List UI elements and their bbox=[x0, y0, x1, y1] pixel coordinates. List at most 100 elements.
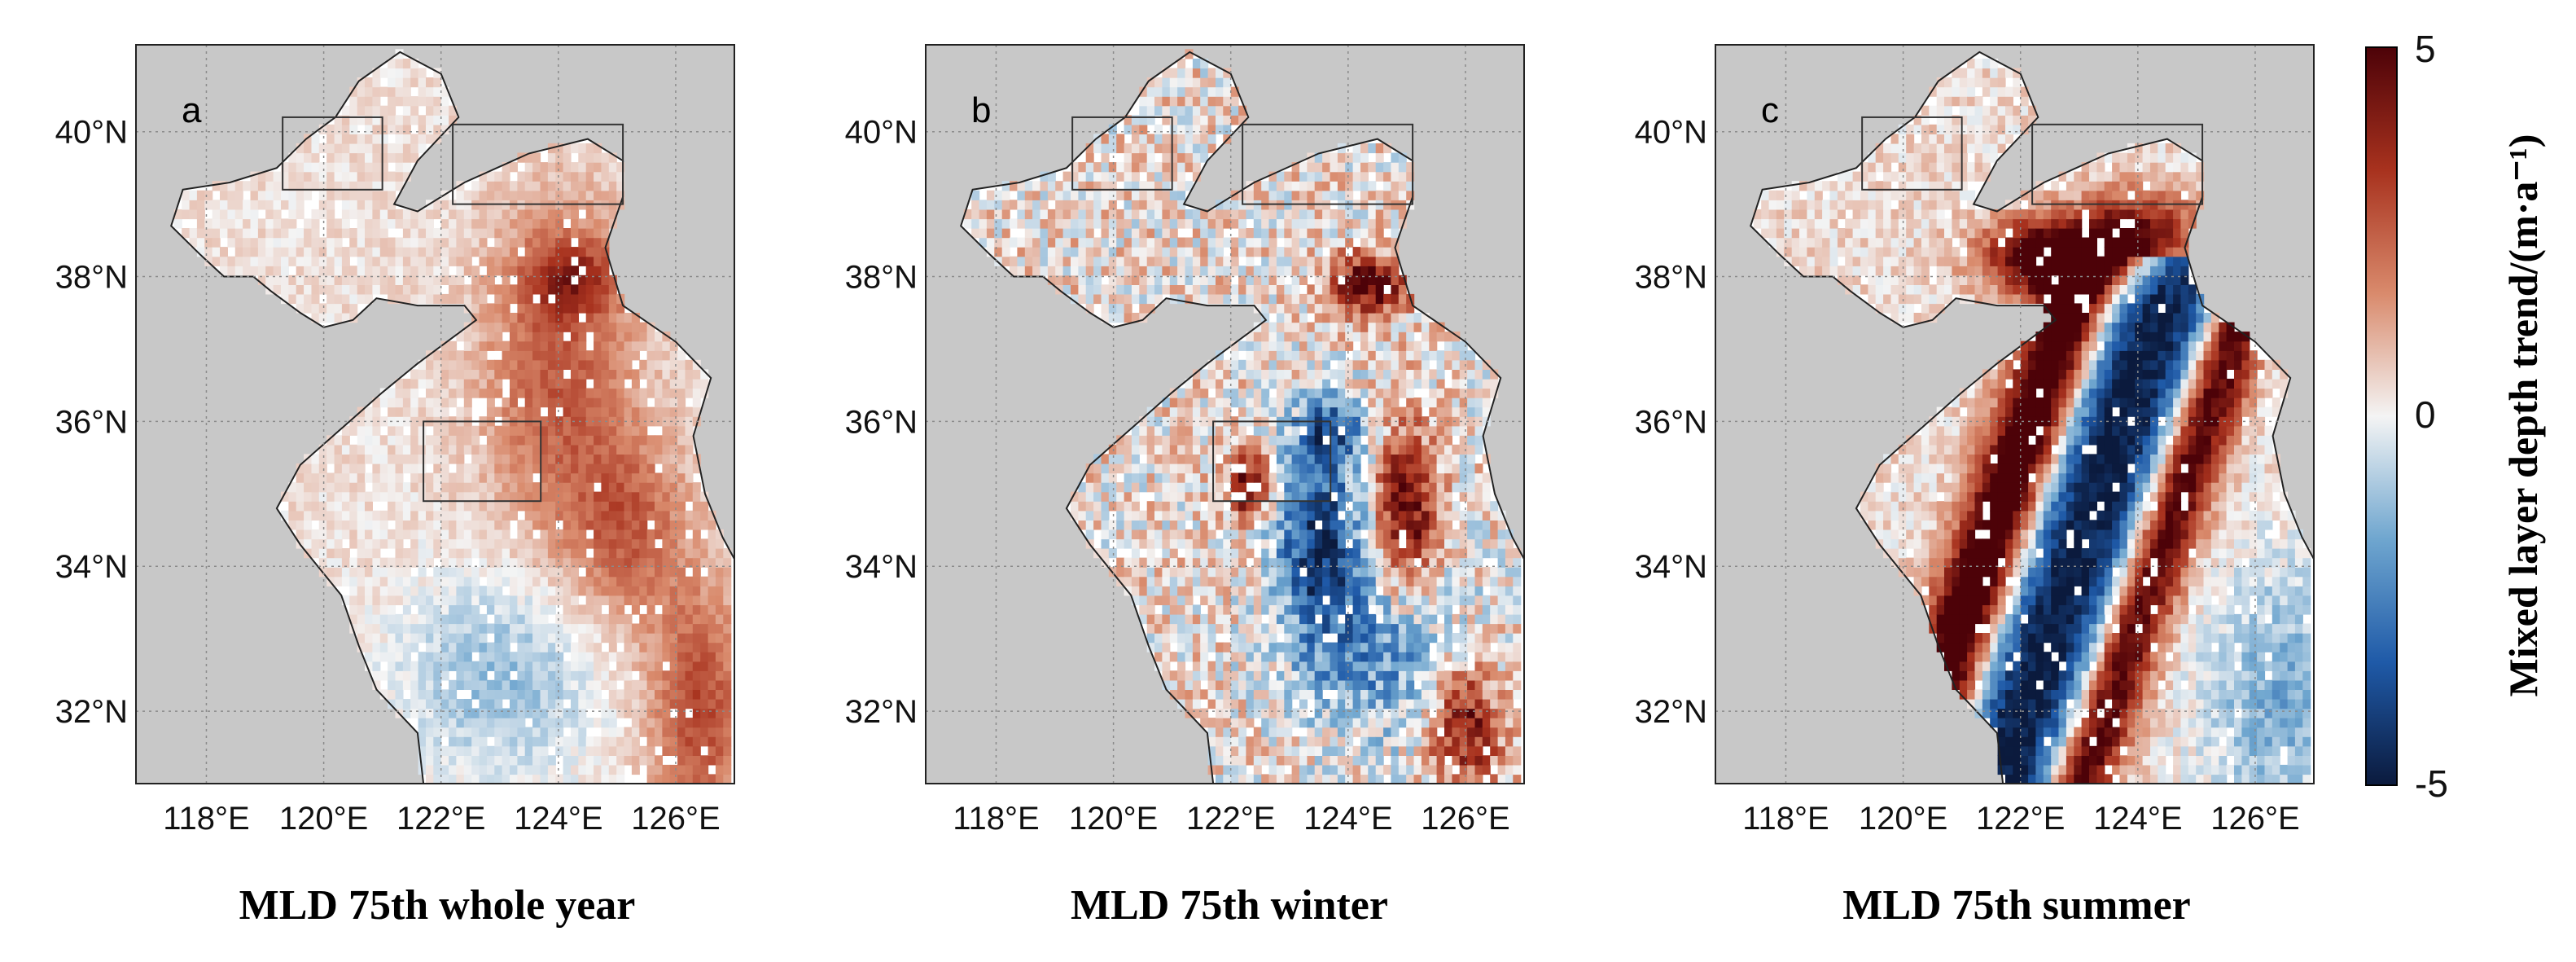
trend-cell bbox=[1124, 190, 1132, 200]
trend-cell bbox=[1299, 322, 1308, 332]
trend-cell bbox=[471, 642, 480, 652]
trend-cell bbox=[372, 134, 381, 144]
trend-cell bbox=[1299, 548, 1308, 559]
trend-cell bbox=[594, 237, 602, 248]
trend-cell bbox=[524, 190, 533, 200]
trend-cell bbox=[594, 228, 602, 239]
trend-cell bbox=[1299, 332, 1308, 342]
trend-cell bbox=[1276, 454, 1285, 464]
trend-cell bbox=[471, 567, 480, 578]
trend-cell bbox=[563, 152, 572, 163]
trend-cell bbox=[1284, 613, 1293, 625]
trend-cell bbox=[585, 247, 594, 257]
trend-cell bbox=[402, 284, 411, 295]
trend-cell bbox=[532, 708, 541, 718]
trend-cell bbox=[547, 340, 556, 351]
trend-cell bbox=[365, 652, 373, 662]
trend-cell bbox=[1192, 510, 1201, 521]
trend-cell bbox=[1307, 755, 1316, 766]
trend-cell bbox=[517, 755, 526, 766]
trend-cell bbox=[639, 755, 648, 766]
trend-cell bbox=[433, 586, 442, 596]
trend-cell bbox=[349, 491, 358, 502]
trend-cell bbox=[594, 661, 602, 671]
trend-cell bbox=[426, 86, 434, 97]
trend-cell bbox=[1330, 510, 1338, 521]
trend-cell bbox=[349, 152, 358, 163]
trend-cell bbox=[1299, 652, 1308, 662]
trend-cell bbox=[388, 699, 396, 709]
trend-cell bbox=[1330, 755, 1338, 766]
trend-cell bbox=[494, 548, 503, 559]
trend-cell bbox=[1192, 378, 1201, 389]
trend-cell bbox=[449, 454, 458, 464]
trend-cell bbox=[700, 642, 709, 652]
trend-cell bbox=[1299, 171, 1308, 182]
trend-cell bbox=[1071, 181, 1079, 191]
trend-cell bbox=[1185, 49, 1194, 59]
trend-cell bbox=[1314, 689, 1323, 700]
trend-cell bbox=[1253, 745, 1262, 756]
trend-cell bbox=[616, 764, 625, 775]
trend-cell bbox=[388, 237, 396, 248]
trend-cell bbox=[296, 190, 304, 200]
trend-cell bbox=[410, 595, 419, 605]
trend-cell bbox=[1200, 454, 1209, 464]
trend-cell bbox=[365, 406, 373, 417]
trend-cell bbox=[1261, 604, 1270, 615]
trend-cell bbox=[601, 548, 610, 559]
trend-cell bbox=[1216, 576, 1224, 586]
trend-cell bbox=[1314, 661, 1323, 671]
trend-cell bbox=[1337, 699, 1346, 709]
trend-cell bbox=[662, 670, 671, 681]
trend-cell bbox=[594, 633, 602, 644]
trend-cell bbox=[669, 764, 678, 775]
trend-cell bbox=[349, 293, 358, 305]
trend-cell bbox=[426, 228, 434, 239]
trend-cell bbox=[365, 115, 373, 125]
trend-cell bbox=[1116, 134, 1125, 144]
trend-cell bbox=[494, 463, 503, 474]
trend-cell bbox=[395, 171, 404, 182]
trend-cell bbox=[524, 708, 533, 718]
trend-cell bbox=[655, 557, 663, 568]
trend-cell bbox=[578, 557, 587, 568]
trend-cell bbox=[426, 604, 434, 615]
trend-cell bbox=[723, 718, 732, 728]
trend-cell bbox=[410, 463, 419, 474]
trend-cell bbox=[1010, 237, 1018, 248]
trend-cell bbox=[1238, 718, 1247, 728]
trend-cell bbox=[601, 679, 610, 690]
trend-cell bbox=[1055, 237, 1064, 248]
trend-cell bbox=[594, 284, 602, 295]
trend-cell bbox=[510, 435, 518, 446]
trend-cell bbox=[1116, 293, 1125, 305]
trend-cell bbox=[555, 548, 564, 559]
trend-cell bbox=[486, 689, 495, 700]
trend-cell bbox=[571, 313, 579, 323]
trend-cell bbox=[433, 529, 442, 540]
trend-cell bbox=[631, 604, 640, 615]
trend-cell bbox=[334, 162, 343, 173]
trend-cell bbox=[449, 604, 458, 615]
trend-cell bbox=[365, 510, 373, 521]
trend-cell bbox=[524, 755, 533, 766]
trend-cell bbox=[616, 388, 625, 398]
trend-cell bbox=[1276, 491, 1285, 502]
trend-cell bbox=[700, 633, 709, 644]
trend-cell bbox=[677, 652, 686, 662]
trend-cell bbox=[547, 444, 556, 455]
trend-cell bbox=[1216, 613, 1224, 625]
trend-cell bbox=[463, 322, 472, 332]
trend-cell bbox=[1207, 96, 1216, 107]
trend-cell bbox=[426, 247, 434, 257]
trend-cell bbox=[1253, 689, 1262, 700]
trend-cell bbox=[646, 708, 655, 718]
trend-cell bbox=[502, 755, 510, 766]
trend-cell bbox=[510, 482, 518, 493]
trend-cell bbox=[510, 472, 518, 483]
trend-cell bbox=[700, 708, 709, 718]
trend-cell bbox=[1078, 162, 1087, 173]
trend-cell bbox=[571, 209, 579, 220]
trend-cell bbox=[395, 529, 404, 540]
